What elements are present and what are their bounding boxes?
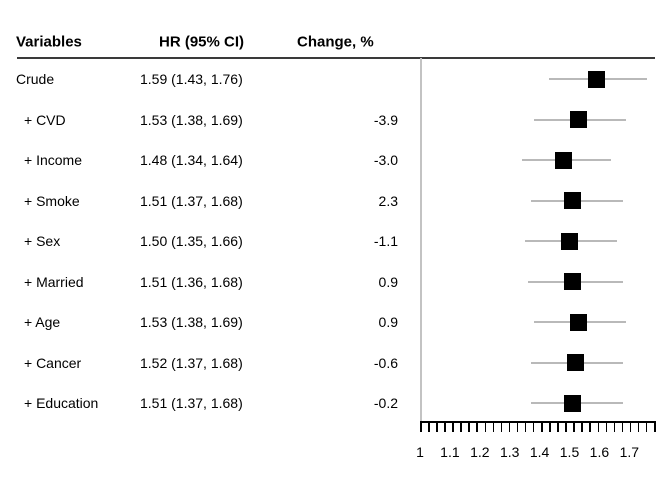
x-axis-tick-label: 1.7: [619, 444, 640, 460]
hr-marker-square: [566, 354, 584, 371]
row-hr-ci-value: 1.53 (1.38, 1.69): [140, 111, 243, 128]
reference-line-hr-1: [419, 58, 422, 421]
x-axis-minor-tick: [420, 421, 422, 432]
x-axis-minor-tick: [436, 421, 438, 432]
row-variable-label: + Age: [24, 314, 61, 330]
col-header-hr-ci: HR (95% CI): [159, 33, 245, 51]
row-variable-label: + Education: [24, 395, 99, 411]
row-hr-ci-value: 1.51 (1.37, 1.68): [140, 192, 243, 209]
row-variable-label: + Married: [24, 273, 84, 290]
x-axis-minor-tick: [597, 421, 600, 432]
row-variable-label: + Sex: [24, 233, 61, 249]
hr-marker-square: [569, 313, 587, 331]
hr-marker-square: [561, 232, 578, 250]
x-axis-minor-tick: [500, 421, 503, 432]
x-axis-minor-tick: [565, 421, 567, 432]
row-variable-label: Crude: [16, 71, 55, 87]
x-axis-minor-tick: [654, 421, 656, 432]
x-axis-minor-tick: [444, 421, 446, 432]
x-axis-minor-tick: [508, 421, 511, 432]
x-axis-minor-tick: [589, 421, 591, 432]
row-hr-ci-value: 1.51 (1.36, 1.68): [140, 273, 243, 290]
col-header-change-percent: Change, %: [297, 33, 374, 51]
hr-marker-square: [563, 192, 581, 209]
x-axis-minor-tick: [476, 421, 478, 432]
row-hr-ci-value: 1.50 (1.35, 1.66): [140, 233, 243, 249]
row-hr-ci-value: 1.52 (1.37, 1.68): [140, 354, 243, 371]
x-axis-minor-tick: [468, 421, 470, 432]
row-change-value: -0.6: [373, 354, 398, 371]
x-axis-minor-tick: [492, 421, 495, 432]
x-axis-minor-tick: [428, 421, 430, 432]
x-axis-line: [420, 421, 654, 423]
x-axis-tick-label: 1.1: [440, 444, 460, 460]
x-axis-tick-label: 1: [416, 444, 424, 460]
row-variable-label: + CVD: [24, 111, 66, 128]
row-change-value: 2.3: [378, 192, 398, 209]
x-axis-minor-tick: [573, 421, 575, 432]
row-change-value: -3.0: [373, 152, 398, 168]
x-axis-minor-tick: [629, 421, 632, 432]
x-axis-minor-tick: [516, 421, 519, 432]
col-header-variables: Variables: [16, 33, 82, 51]
x-axis-tick-label: 1.2: [470, 444, 490, 460]
hr-marker-square: [569, 111, 587, 128]
row-hr-ci-value: 1.48 (1.34, 1.64): [140, 152, 243, 168]
x-axis-minor-tick: [637, 421, 640, 432]
x-axis-tick-label: 1.3: [499, 444, 520, 460]
row-change-value: -0.2: [373, 395, 398, 411]
x-axis-tick-label: 1.4: [529, 444, 550, 460]
row-change-value: -3.9: [373, 111, 398, 128]
x-axis-minor-tick: [581, 421, 583, 432]
x-axis-minor-tick: [460, 421, 462, 432]
hr-marker-square: [563, 273, 581, 290]
row-variable-label: + Cancer: [24, 354, 82, 371]
x-axis-tick-label: 1.5: [559, 444, 580, 460]
row-variable-label: + Smoke: [24, 192, 80, 209]
x-axis-minor-tick: [549, 421, 551, 432]
x-axis-minor-tick: [452, 421, 454, 432]
hr-marker-square: [563, 394, 581, 412]
x-axis-minor-tick: [541, 421, 543, 432]
x-axis-minor-tick: [557, 421, 559, 432]
row-change-value: 0.9: [378, 273, 398, 290]
hr-marker-square: [587, 70, 605, 88]
x-axis-minor-tick: [524, 421, 527, 432]
x-axis-minor-tick: [605, 421, 608, 432]
row-hr-ci-value: 1.53 (1.38, 1.69): [140, 314, 243, 330]
x-axis-minor-tick: [532, 421, 535, 432]
hr-marker-square: [555, 151, 573, 169]
row-hr-ci-value: 1.59 (1.43, 1.76): [140, 71, 243, 87]
row-variable-label: + Income: [24, 152, 82, 168]
x-axis-minor-tick: [645, 421, 648, 432]
row-change-value: 0.9: [378, 314, 398, 330]
x-axis-minor-tick: [613, 421, 616, 432]
x-axis-minor-tick: [484, 421, 487, 432]
row-change-value: -1.1: [373, 233, 398, 249]
header-rule: [17, 57, 655, 59]
x-axis-minor-tick: [621, 421, 624, 432]
x-axis-tick-label: 1.6: [589, 444, 610, 460]
row-hr-ci-value: 1.51 (1.37, 1.68): [140, 395, 243, 411]
